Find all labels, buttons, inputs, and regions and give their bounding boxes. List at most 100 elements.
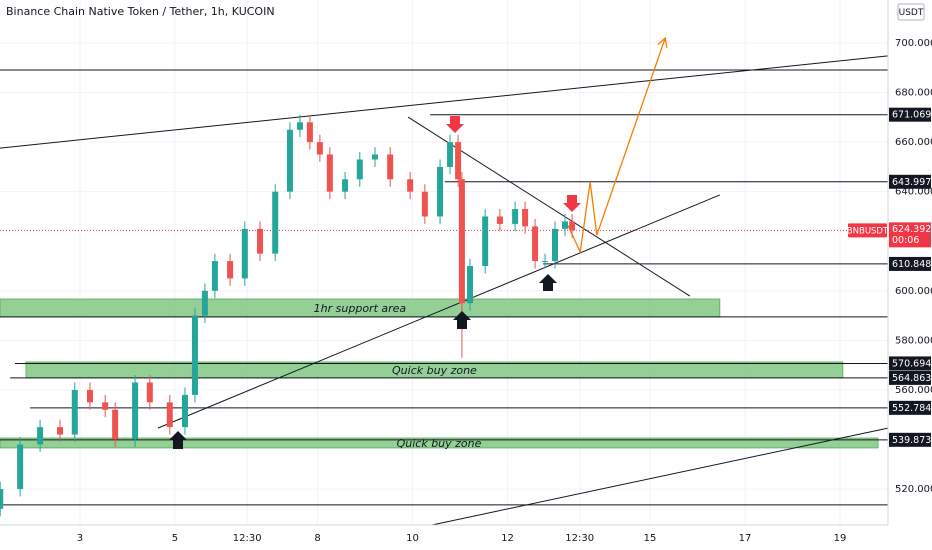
level-badge: [889, 356, 931, 371]
y-tick-label: 640.000: [895, 187, 932, 198]
y-tick-label: 680.000: [895, 88, 932, 99]
level-label: 539.873: [892, 435, 931, 446]
level-badge: [889, 400, 931, 415]
level-label: 570.694: [892, 358, 931, 369]
candle-body: [191, 315, 198, 395]
candle-body: [211, 261, 218, 291]
x-tick-label: 5: [172, 533, 178, 544]
candle-body: [86, 389, 93, 403]
trendline: [407, 116, 691, 297]
candle-body: [542, 261, 549, 263]
x-tick-label: 10: [406, 533, 419, 544]
candle-body: [482, 216, 489, 267]
candle-body: [407, 179, 414, 192]
y-tick-label: 660.000: [895, 137, 932, 148]
candle-body: [201, 290, 208, 316]
level-badge: [889, 256, 931, 271]
projection-arrowhead: [657, 36, 668, 49]
candle-body: [57, 427, 64, 435]
x-tick-label: 17: [739, 533, 752, 544]
level-label: 671.069: [892, 110, 931, 121]
candle-body: [552, 228, 559, 262]
currency-badge[interactable]: [897, 3, 925, 21]
y-tick-label: 520.000: [895, 484, 932, 495]
candle-body: [296, 122, 303, 130]
trendline: [157, 194, 721, 429]
candle-body: [447, 142, 454, 167]
x-tick-label: 8: [314, 533, 320, 544]
candle-body: [371, 154, 378, 160]
candle-body: [272, 191, 279, 254]
zone-label: 1hr support area: [314, 302, 407, 315]
candle-body: [466, 266, 473, 304]
y-tick-label: 700.000: [895, 38, 932, 49]
candle-body: [421, 191, 428, 217]
chart-title: Binance Chain Native Token / Tether, 1h,…: [6, 5, 275, 18]
price-axis: [888, 0, 932, 550]
candle-body: [181, 394, 188, 428]
candle-body: [455, 142, 462, 180]
candle-body: [496, 216, 503, 224]
level-label: 564.863: [892, 373, 931, 384]
buy-arrow: [539, 274, 557, 291]
candle-body: [437, 166, 444, 217]
trendline: [431, 427, 889, 526]
candle-body: [146, 382, 153, 403]
x-tick-label: 3: [77, 533, 83, 544]
level-label: 643.997: [892, 177, 931, 188]
candle-body: [387, 154, 394, 180]
candle-body: [326, 154, 333, 192]
candle-body: [102, 402, 109, 410]
zone-label: Quick buy zone: [397, 437, 482, 450]
current-price-label: 624.392: [892, 224, 931, 235]
candle-body: [522, 209, 529, 227]
candle-body: [257, 228, 264, 254]
buy-arrow: [453, 311, 471, 329]
x-tick-label: 15: [644, 533, 657, 544]
y-tick-label: 580.000: [895, 335, 932, 346]
candle-body: [241, 228, 248, 279]
candle-body: [37, 427, 44, 445]
y-tick-label: 560.000: [895, 385, 932, 396]
candle-body: [286, 129, 293, 192]
candle-body: [0, 489, 4, 509]
candle-body: [112, 409, 119, 440]
candle-body: [166, 402, 173, 428]
sell-arrow: [446, 116, 464, 133]
x-tick-label: 12: [501, 533, 514, 544]
x-tick-label: 12:30: [233, 533, 262, 544]
x-tick-label: 19: [834, 533, 847, 544]
projection-path: [567, 37, 666, 255]
candle-body: [356, 159, 363, 180]
candle-body: [306, 122, 313, 143]
candle-body: [458, 179, 465, 304]
price-badge: [889, 222, 931, 248]
trendline: [0, 55, 889, 149]
candle-body: [132, 382, 139, 440]
symbol-badge: [848, 223, 887, 238]
level-badge: [889, 107, 931, 122]
currency: USDT: [899, 8, 924, 18]
candle-body: [227, 261, 234, 279]
candle-body: [512, 209, 519, 224]
symbol-label: BNBUSDT: [847, 226, 889, 236]
candle-body: [316, 142, 323, 155]
zone: [0, 437, 879, 449]
candle-body: [561, 221, 568, 229]
candle-body: [532, 226, 539, 262]
signal-arrows: [169, 116, 581, 449]
candle-body: [71, 389, 78, 435]
x-tick-label: 12:30: [565, 533, 594, 544]
level-badge: [889, 432, 931, 447]
level-badge: [889, 174, 931, 189]
buy-arrow: [169, 431, 187, 449]
candle-body: [569, 221, 576, 231]
zone-label: Quick buy zone: [392, 364, 477, 377]
countdown-label: 00:06: [892, 235, 919, 246]
sell-arrow: [563, 195, 581, 212]
level-label: 610.848: [892, 259, 931, 270]
level-label: 552.784: [892, 403, 931, 414]
level-badge: [889, 370, 931, 385]
